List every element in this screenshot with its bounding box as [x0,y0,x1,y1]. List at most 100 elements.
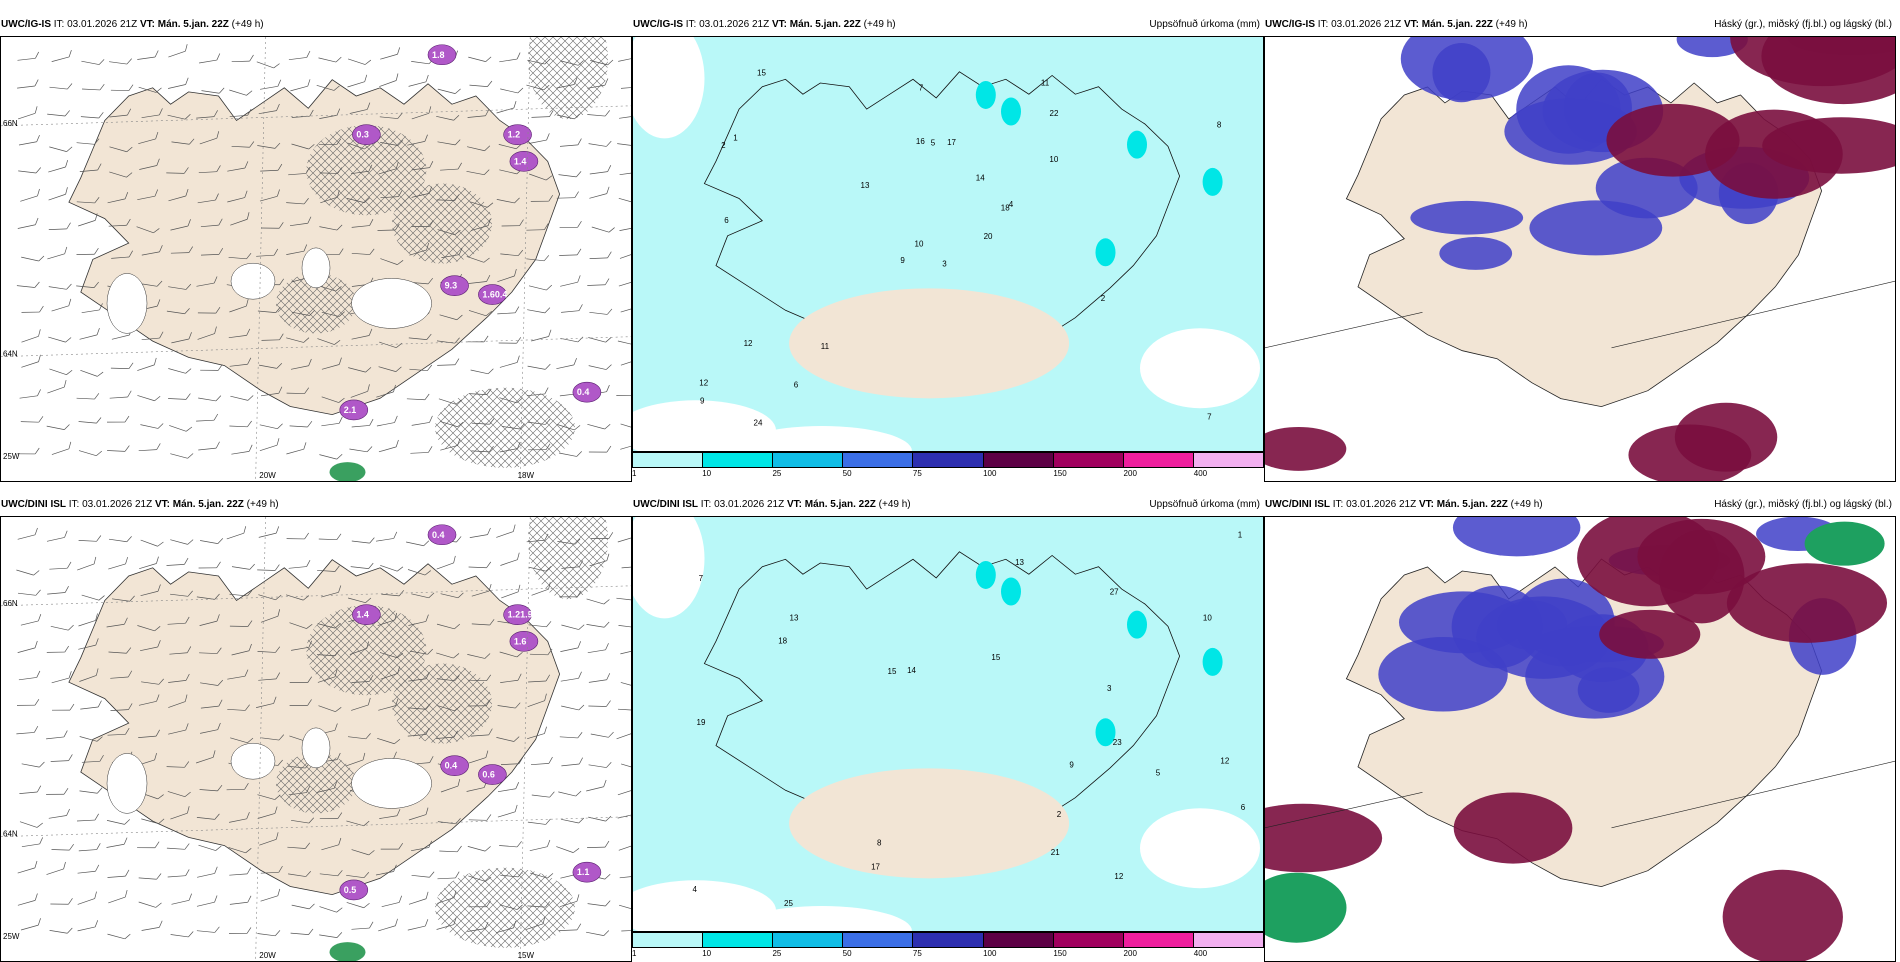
precip-value: 17 [871,863,880,872]
precip-value: 5 [1156,769,1161,778]
vt-label: VT: [1404,19,1419,30]
map-frame [1264,36,1896,482]
snow-value: 1.1 [577,867,590,877]
precip-cell [1096,238,1116,266]
vt-value: Mán. 5.jan. 22Z [1437,499,1508,510]
vt-label: VT: [1419,499,1434,510]
precip-value: 23 [1113,738,1122,747]
colorbar-tick-label: 100 [983,469,996,478]
precip-value: 4 [1009,200,1014,209]
glacier [302,728,330,768]
precip-value: 1 [1238,531,1243,540]
it-label: IT: [69,499,80,510]
lat-64n-label: 64N [3,350,18,359]
panel-field-title: Háský (gr.), miðský (fj.bl.) og lágský (… [1714,19,1892,30]
low-cloud [1439,237,1512,270]
precip-value: 1 [733,134,738,143]
colorbar-swatch [633,453,703,467]
row2-panel1: UWC/DINI ISL IT: 03.01.2026 21Z VT: Mán.… [0,494,632,962]
snow-value: 0.3 [356,130,369,140]
snow-value: 1.6 [514,636,527,646]
panel-field-title: Uppsöfnuð úrkoma (mm) [1149,499,1260,510]
colorbar-tick-label: 75 [913,469,922,478]
snow-value: 0.4 [432,530,445,540]
precip-value: 3 [1107,684,1112,693]
colorbar-tick-label: 100 [983,949,996,958]
model-name: UWC/DINI ISL [1265,499,1330,510]
snow-value: 0.6 [482,770,495,780]
panel-field-title: Háský (gr.), miðský (fj.bl.) og lágský (… [1714,499,1892,510]
colorbar-swatch [773,453,843,467]
snow-value: 1.4 [514,156,527,166]
colorbar-swatch [913,453,983,467]
lat-66n-label: 66N [3,119,18,128]
precip-value: 10 [1049,155,1058,164]
precip-value: 13 [861,181,870,190]
lon-15w-label: 18W [518,471,535,480]
colorbar-tick-label: 10 [702,949,711,958]
panel-field-title: Uppsöfnuð úrkoma (mm) [1149,19,1260,30]
precip-value: 17 [947,138,956,147]
precip-value: 15 [888,667,897,676]
lead-time: (+49 h) [879,499,911,510]
precip-value: 9 [1069,761,1074,770]
precip-value: 19 [697,718,706,727]
precip-value: 6 [724,216,729,225]
precip-cell [1203,648,1223,676]
model-name: UWC/IG-IS [633,19,683,30]
precip-value: 13 [790,614,799,623]
it-label: IT: [54,19,65,30]
precip-value: 14 [907,666,916,675]
vt-value: Mán. 5.jan. 22Z [1422,19,1493,30]
glacier [352,758,432,808]
colorbar-swatch [843,453,913,467]
colorbar-tick-label: 25 [772,949,781,958]
glacier [352,278,432,328]
precip-value: 7 [1207,413,1212,422]
mid-cloud [1723,870,1843,961]
lon-25w-label: 25W [3,932,20,941]
it-value: 03.01.2026 21Z [699,19,769,30]
glacier [302,248,330,288]
mid-cloud [1675,403,1777,472]
lead-time: (+49 h) [247,499,279,510]
it-label: IT: [1333,499,1344,510]
lon-20w-label: 20W [259,471,276,480]
row1-panel2: UWC/IG-IS IT: 03.01.2026 21Z VT: Mán. 5.… [632,14,1264,482]
lead-time: (+49 h) [1496,19,1528,30]
precip-value: 15 [991,653,1000,662]
precip-colorbar [632,932,1264,948]
dry-area [1140,328,1260,408]
snow-value: 0.4 [445,761,458,771]
snow-value: 1.60.4 [482,290,507,300]
hatched-area [435,868,575,948]
colorbar-swatch [1054,933,1124,947]
colorbar-swatch [703,453,773,467]
colorbar-tick-label: 400 [1194,469,1207,478]
snow-value: 1.21.9 [508,610,533,620]
precip-value: 11 [821,342,830,351]
colorbar-tick-label: 400 [1194,949,1207,958]
low-cloud [1410,201,1523,235]
panel-header: UWC/DINI ISL IT: 03.01.2026 21Z VT: Mán.… [1264,494,1896,516]
mid-cloud [1454,792,1573,863]
precip-value: 27 [1110,587,1119,596]
lat-64n-label: 64N [3,830,18,839]
colorbar-swatch [1194,933,1263,947]
precip-cell [976,561,996,589]
precip-cell [1203,168,1223,196]
precip-value: 2 [721,141,726,150]
precip-cell [1127,131,1147,159]
panel-header: UWC/IG-IS IT: 03.01.2026 21Z VT: Mán. 5.… [632,14,1264,36]
precip-cell [1001,98,1021,126]
precip-value: 10 [1203,614,1212,623]
precip-value: 8 [877,838,882,847]
row2-panel2: UWC/DINI ISL IT: 03.01.2026 21Z VT: Mán.… [632,494,1264,962]
colorbar-tick-label: 150 [1053,949,1066,958]
map-frame [1264,516,1896,962]
it-label: IT: [701,499,712,510]
